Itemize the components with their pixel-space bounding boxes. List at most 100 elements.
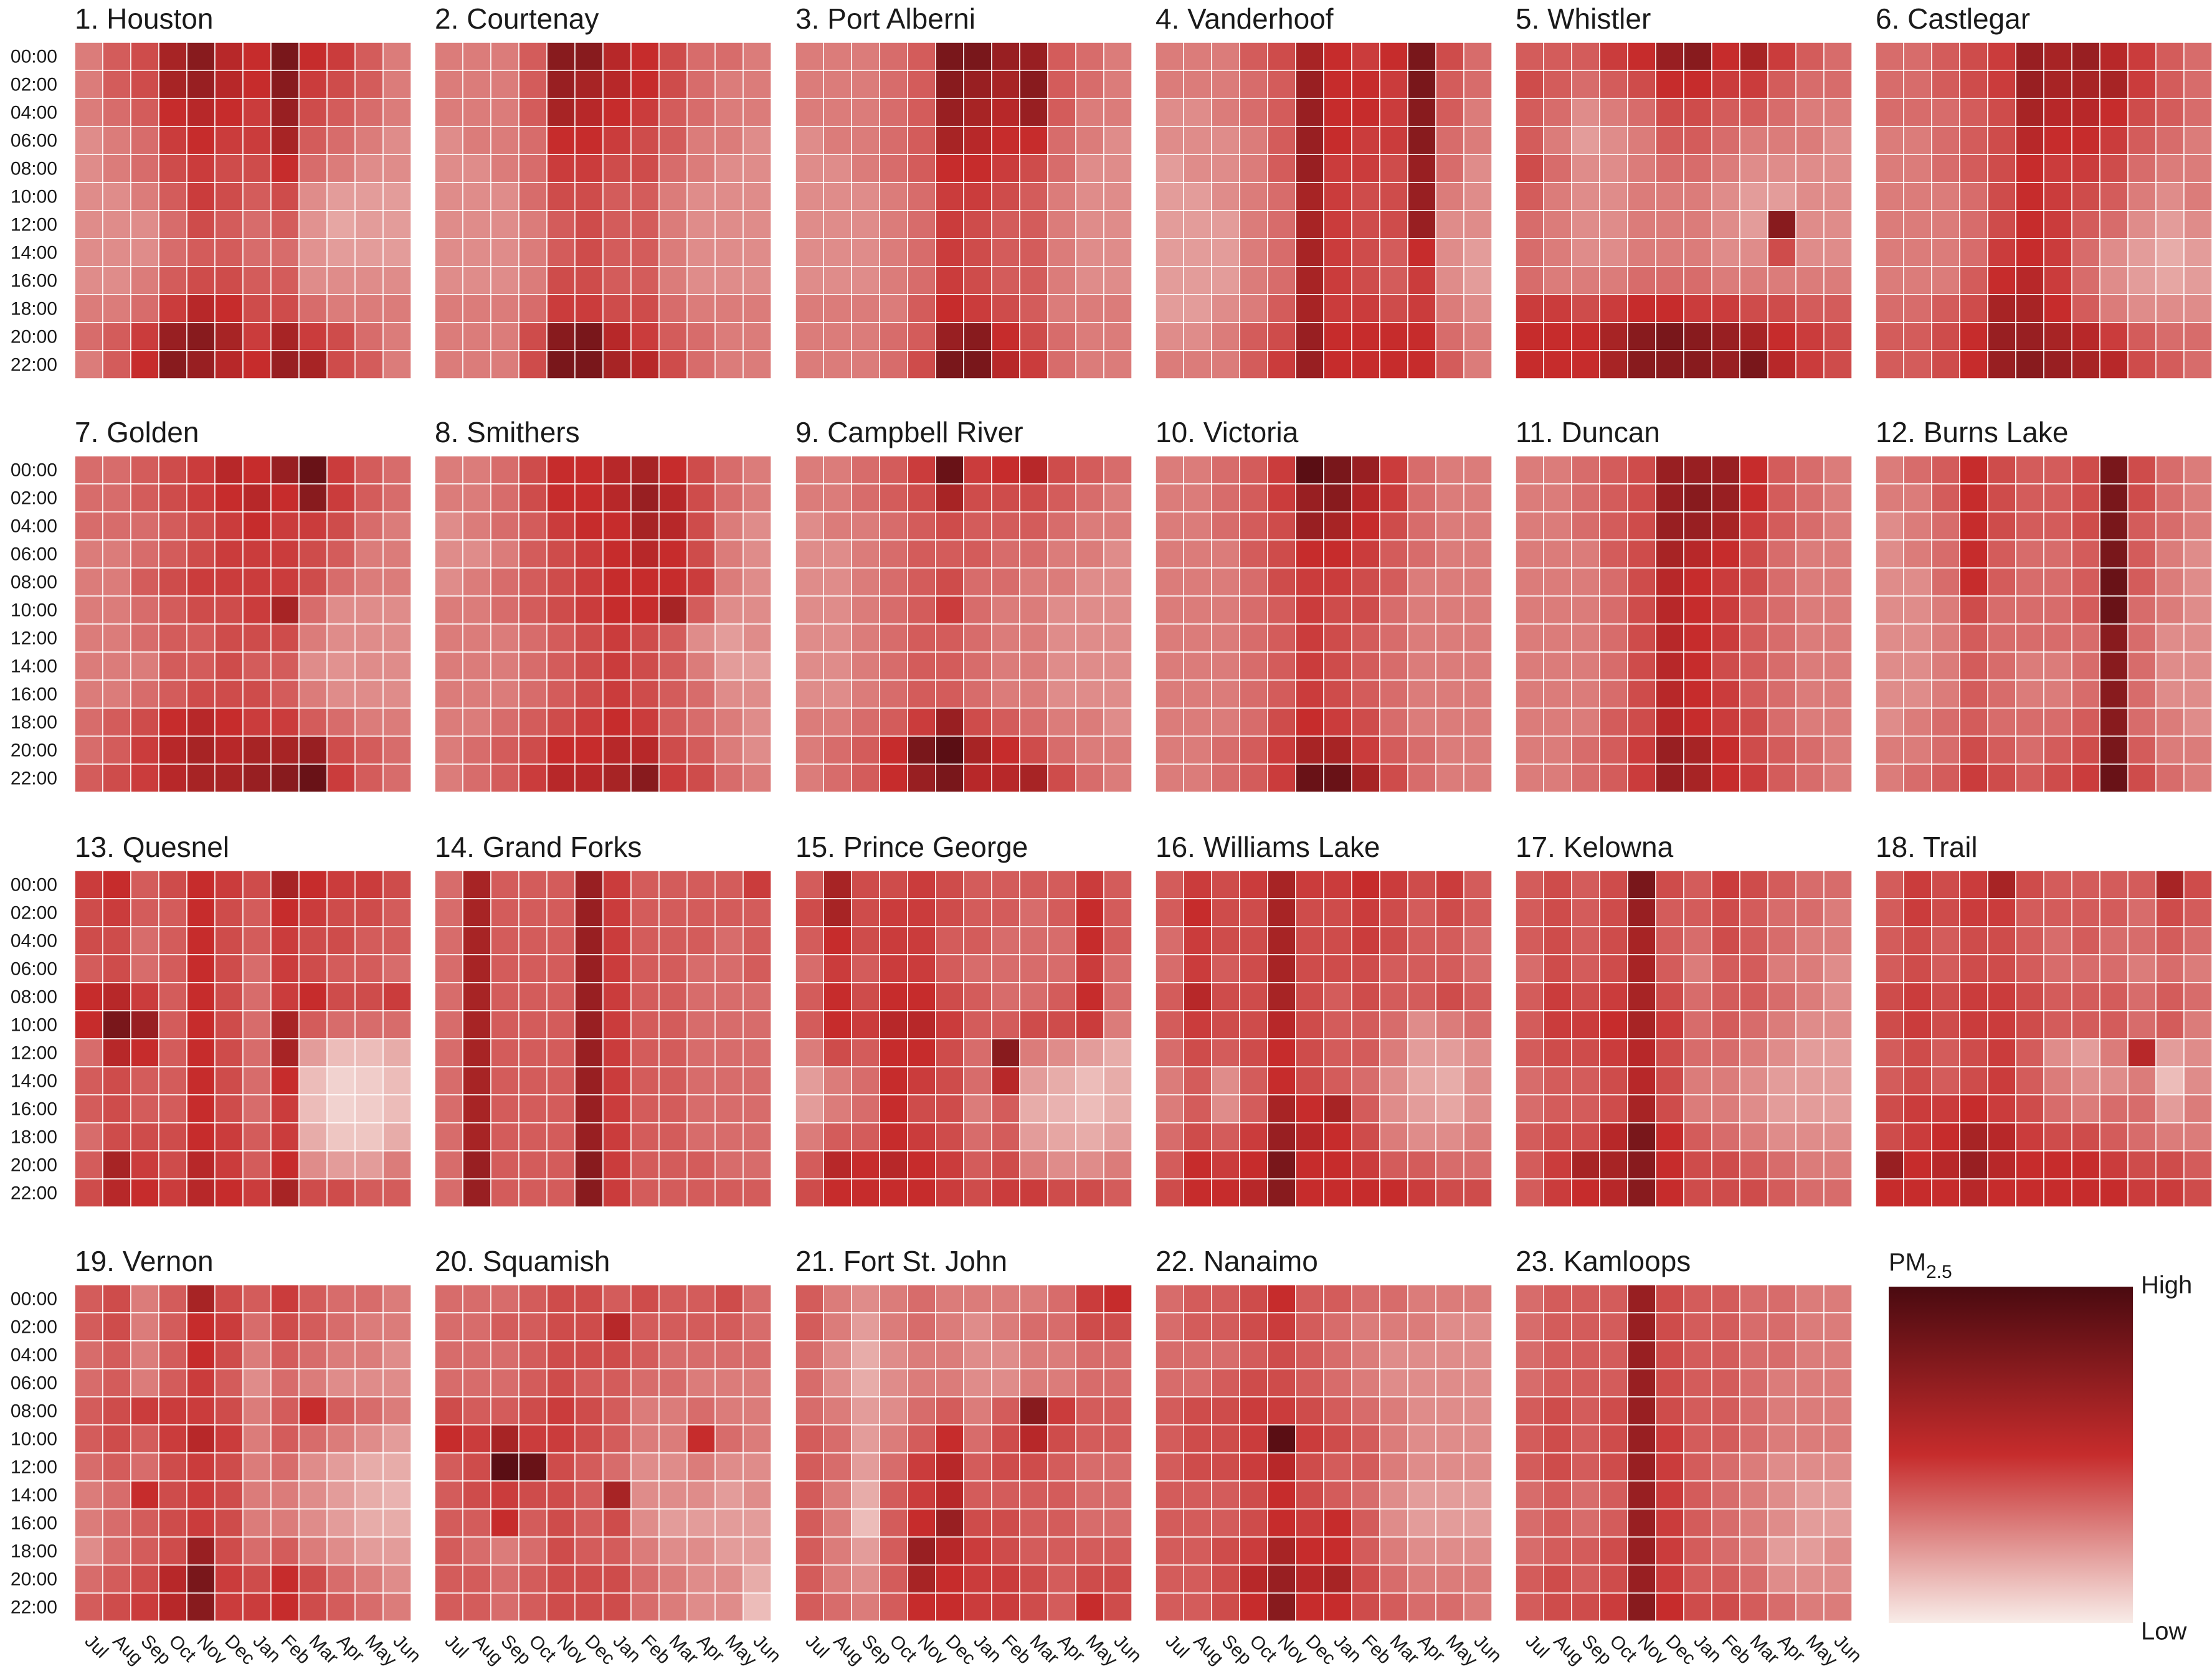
heatmap-cell [1379, 322, 1408, 351]
heatmap-cell [1739, 266, 1768, 295]
month-tick-label: Jan [249, 1631, 285, 1667]
heatmap-cell [1019, 1424, 1048, 1454]
heatmap-cell [658, 1066, 688, 1095]
heatmap-cell [1571, 1122, 1600, 1152]
legend-colorbar [1889, 1287, 2133, 1623]
heatmap-cell [1351, 735, 1380, 765]
heatmap-cell [1543, 98, 1572, 127]
heatmap-cell [354, 1010, 384, 1039]
heatmap-cell [879, 266, 908, 295]
heatmap-cell [1267, 1122, 1296, 1152]
heatmap-cell [1739, 1424, 1768, 1454]
heatmap-cell [1903, 623, 1932, 653]
heatmap-cell [490, 1312, 520, 1341]
heatmap-cell [1959, 679, 1988, 709]
heatmap-cell [326, 764, 356, 793]
heatmap-cell [1655, 294, 1684, 323]
heatmap-cell [462, 1122, 491, 1152]
heatmap-cell [270, 1480, 300, 1510]
heatmap-cell [795, 595, 824, 625]
heatmap-cell [1267, 1508, 1296, 1538]
heatmap-cell [298, 1396, 328, 1426]
heatmap-cell [851, 1094, 880, 1123]
heatmap-cell [1211, 322, 1240, 351]
heatmap-cell [1323, 1452, 1352, 1482]
heatmap-cell [158, 567, 187, 597]
heatmap-cell [1875, 539, 1904, 569]
heatmap-cell [686, 266, 716, 295]
heatmap-cell [1103, 1480, 1132, 1510]
heatmap-cell [1295, 567, 1324, 597]
heatmap-cell [2071, 1010, 2100, 1039]
heatmap-cell [658, 154, 688, 183]
heatmap-cell [1959, 294, 1988, 323]
heatmap-cell [1931, 1094, 1960, 1123]
heatmap-cell [743, 1508, 772, 1538]
heatmap-cell [1655, 70, 1684, 99]
heatmap-cell [518, 70, 548, 99]
heatmap-cell [1351, 154, 1380, 183]
heatmap-cell [1627, 1452, 1656, 1482]
heatmap-cell [74, 982, 103, 1011]
heatmap-cell [823, 455, 852, 485]
heatmap-cell [1463, 238, 1493, 267]
heatmap-cell [1655, 1340, 1684, 1369]
heatmap-cell [1379, 1592, 1408, 1622]
heatmap-cell [851, 1508, 880, 1538]
heatmap-cell [714, 1368, 744, 1398]
heatmap-cell [1019, 511, 1048, 541]
heatmap-cell [1379, 870, 1408, 899]
heatmap-cell [1683, 954, 1712, 983]
heatmap-cell [1183, 1368, 1212, 1398]
heatmap-cell [602, 1094, 632, 1123]
heatmap-cell [574, 1564, 604, 1594]
heatmap-cell [795, 1178, 824, 1208]
heatmap-cell [1267, 210, 1296, 239]
heatmap-cell [1875, 1122, 1904, 1152]
heatmap-cell [158, 1312, 187, 1341]
heatmap-cell [1019, 1066, 1048, 1095]
heatmap-cell [130, 1508, 159, 1538]
heatmap-cell [1599, 455, 1628, 485]
heatmap-cell [1155, 735, 1184, 765]
heatmap-cell [130, 1010, 159, 1039]
heatmap-cell [1379, 455, 1408, 485]
heatmap-cell [879, 707, 908, 737]
heatmap-cell [935, 98, 964, 127]
heatmap-cell [490, 1592, 520, 1622]
heatmap-cell [1267, 1368, 1296, 1398]
heatmap-cell [1351, 1150, 1380, 1180]
heatmap-cell [1711, 1480, 1740, 1510]
heatmap-cell [1047, 1592, 1076, 1622]
heatmap-cell [2071, 651, 2100, 681]
heatmap-cell [518, 1066, 548, 1095]
heatmap-cell [1683, 870, 1712, 899]
heatmap-cell [1627, 735, 1656, 765]
heatmap-cell [1295, 483, 1324, 513]
heatmap-cell [851, 539, 880, 569]
panel-title: 16. Williams Lake [1156, 831, 1380, 863]
heatmap-cell [298, 1564, 328, 1594]
heatmap-cell [630, 926, 660, 955]
heatmap-cell [546, 623, 576, 653]
heatmap-cell [658, 1150, 688, 1180]
heatmap-cell [2015, 623, 2044, 653]
heatmap-cell [1351, 294, 1380, 323]
heatmap-cell [1295, 1094, 1324, 1123]
heatmap-cell [1103, 322, 1132, 351]
heatmap-cell [1711, 623, 1740, 653]
heatmap-cell [1267, 1340, 1296, 1369]
heatmap-cell [1875, 182, 1904, 211]
heatmap-cell [935, 1368, 964, 1398]
heatmap-cell [1019, 294, 1048, 323]
heatmap-cell [991, 350, 1020, 379]
heatmap-cell [1379, 182, 1408, 211]
heatmap-cell [574, 1340, 604, 1369]
month-tick-label: Mar [665, 1631, 703, 1668]
heatmap-cell [242, 623, 272, 653]
heatmap-cell [795, 70, 824, 99]
heatmap-cell [1019, 266, 1048, 295]
heatmap-cell [935, 651, 964, 681]
heatmap-cell [186, 70, 216, 99]
heatmap-cell [1515, 238, 1544, 267]
